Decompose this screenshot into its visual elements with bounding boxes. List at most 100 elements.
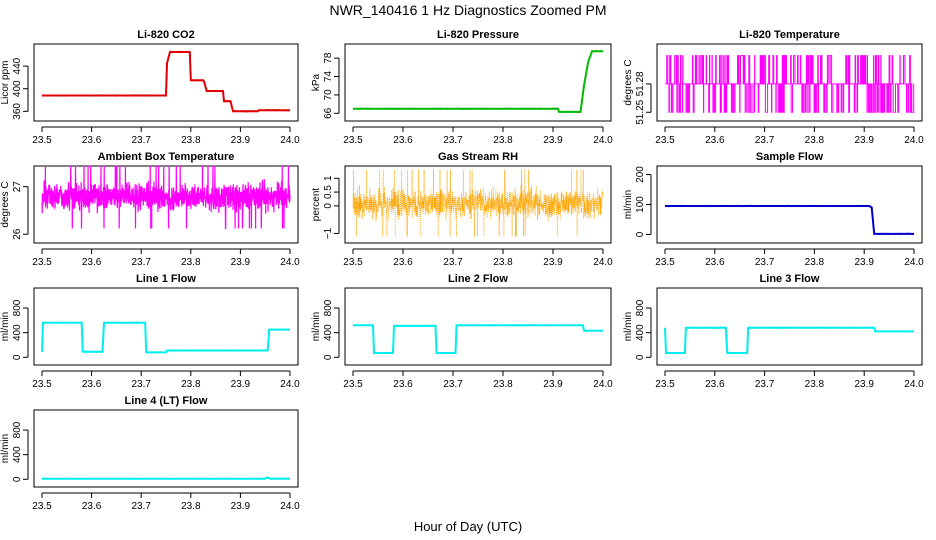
y-tick-label: 0 <box>323 354 334 360</box>
panel-li-820-pressure: Li-820 Pressure 23.5 23.6 23.7 23.8 23.9 24.0 6… <box>311 29 613 146</box>
data-line-2-flow <box>352 323 604 355</box>
plot-frame <box>344 287 612 366</box>
y-tick-label: 26 <box>12 228 23 240</box>
series-line <box>353 324 603 354</box>
data-gas-stream-rh <box>352 169 604 237</box>
y-tick-label: 0 <box>635 354 646 360</box>
x-tick-label: 23.6 <box>82 257 102 268</box>
y-tick-label: 360 <box>12 103 23 120</box>
x-tick-label: 23.9 <box>543 135 563 146</box>
series-line <box>41 165 291 230</box>
y-tick-label: 70 <box>323 89 334 101</box>
x-tick-label: 23.9 <box>854 135 874 146</box>
panel-title: Li-820 CO2 <box>137 29 194 41</box>
x-tick-label: 23.7 <box>443 257 463 268</box>
panel-li-820-co2: Li-820 CO2 23.5 23.6 23.7 23.8 23.9 24.0 360 400… <box>0 29 300 146</box>
y-axis: 51.25 51.28 <box>635 71 652 125</box>
x-tick-label: 23.6 <box>705 257 725 268</box>
x-tick-label: 23.7 <box>755 379 775 390</box>
panel-title: Gas Stream RH <box>438 151 518 163</box>
x-tick-label: 23.7 <box>755 257 775 268</box>
x-axis: 23.5 23.6 23.7 23.8 23.9 24.0 <box>343 126 613 146</box>
x-tick-label: 23.5 <box>32 257 52 268</box>
x-axis: 23.5 23.6 23.7 23.8 23.9 24.0 <box>32 492 300 512</box>
plot-frame <box>344 43 612 122</box>
data-line-3-flow <box>664 326 915 355</box>
x-tick-label: 23.7 <box>131 379 151 390</box>
x-tick-label: 23.8 <box>181 501 201 512</box>
panel-title: Line 2 Flow <box>448 273 508 285</box>
x-tick-label: 23.8 <box>805 379 825 390</box>
x-tick-label: 23.9 <box>854 379 874 390</box>
plot-frame <box>33 287 299 366</box>
x-tick-label: 23.5 <box>343 257 363 268</box>
x-tick-label: 23.8 <box>493 379 513 390</box>
x-tick-label: 23.9 <box>543 257 563 268</box>
x-tick-label: 23.8 <box>181 379 201 390</box>
y-axis-label: degrees C <box>0 181 11 227</box>
x-tick-label: 23.5 <box>655 379 675 390</box>
data-ambient-box-temperature <box>41 165 291 230</box>
x-tick-label: 24.0 <box>593 135 613 146</box>
x-tick-label: 23.7 <box>755 135 775 146</box>
plot-frame <box>344 165 612 244</box>
x-tick-label: 23.6 <box>705 379 725 390</box>
panel-gas-stream-rh: Gas Stream RH 23.5 23.6 23.7 23.8 23.9 24.0 −1 0… <box>311 151 613 268</box>
x-tick-label: 23.6 <box>393 379 413 390</box>
x-tick-label: 23.9 <box>854 257 874 268</box>
series-line <box>353 50 603 113</box>
panel-line-4-lt-flow: Line 4 (LT) Flow 23.5 23.6 23.7 23.8 23.9 24.0… <box>0 395 300 512</box>
x-tick-label: 23.5 <box>655 257 675 268</box>
y-tick-label: 0 <box>12 476 23 482</box>
x-tick-label: 23.8 <box>805 135 825 146</box>
y-tick-label: 800 <box>12 299 23 316</box>
data-li-820-temperature <box>665 55 915 113</box>
x-tick-label: 23.9 <box>231 135 251 146</box>
y-axis-label: percent <box>311 188 322 222</box>
y-axis: 66 70 74 78 <box>323 52 340 119</box>
x-tick-label: 23.9 <box>231 501 251 512</box>
panel-title: Li-820 Temperature <box>739 29 840 41</box>
plot-frame <box>656 165 923 244</box>
x-axis: 23.5 23.6 23.7 23.8 23.9 24.0 <box>32 126 300 146</box>
x-tick-label: 23.8 <box>181 257 201 268</box>
x-tick-label: 23.9 <box>231 257 251 268</box>
x-tick-label: 23.5 <box>343 135 363 146</box>
x-tick-label: 23.5 <box>32 379 52 390</box>
y-axis: 0 400 800 <box>323 299 340 360</box>
y-axis-label: kPa <box>311 73 322 91</box>
x-tick-label: 23.8 <box>493 135 513 146</box>
series-noise <box>352 323 604 355</box>
x-axis: 23.5 23.6 23.7 23.8 23.9 24.0 <box>655 248 924 268</box>
x-tick-label: 23.5 <box>32 135 52 146</box>
data-sample-flow <box>664 204 915 236</box>
series-noise <box>41 321 291 354</box>
data-li-820-pressure <box>352 49 604 114</box>
figure-title: NWR_140416 1 Hz Diagnostics Zoomed PM <box>329 2 606 18</box>
x-tick-label: 23.5 <box>655 135 675 146</box>
panel-li-820-temperature: Li-820 Temperature 23.5 23.6 23.7 23.8 23.9 24… <box>623 29 924 146</box>
plot-frame <box>656 43 923 122</box>
x-tick-label: 23.8 <box>805 257 825 268</box>
y-axis: 0 100 200 <box>635 166 652 237</box>
y-axis-label: ml/min <box>311 312 322 341</box>
x-tick-label: 23.6 <box>393 135 413 146</box>
x-axis: 23.5 23.6 23.7 23.8 23.9 24.0 <box>32 248 300 268</box>
y-axis-label: degrees C <box>623 59 634 105</box>
panel-title: Ambient Box Temperature <box>98 151 235 163</box>
x-tick-label: 24.0 <box>593 379 613 390</box>
series-noise <box>664 326 915 355</box>
series-line <box>352 169 604 237</box>
panel-title: Line 4 (LT) Flow <box>125 395 208 407</box>
plot-frame <box>656 287 923 366</box>
x-axis: 23.5 23.6 23.7 23.8 23.9 24.0 <box>343 248 613 268</box>
x-tick-label: 23.7 <box>443 135 463 146</box>
series-noise <box>352 49 604 114</box>
y-tick-label: 800 <box>323 299 334 316</box>
x-tick-label: 24.0 <box>904 379 924 390</box>
series-line <box>665 55 915 113</box>
x-tick-label: 23.6 <box>82 135 102 146</box>
y-tick-label: 200 <box>635 166 646 183</box>
x-tick-label: 23.9 <box>231 379 251 390</box>
